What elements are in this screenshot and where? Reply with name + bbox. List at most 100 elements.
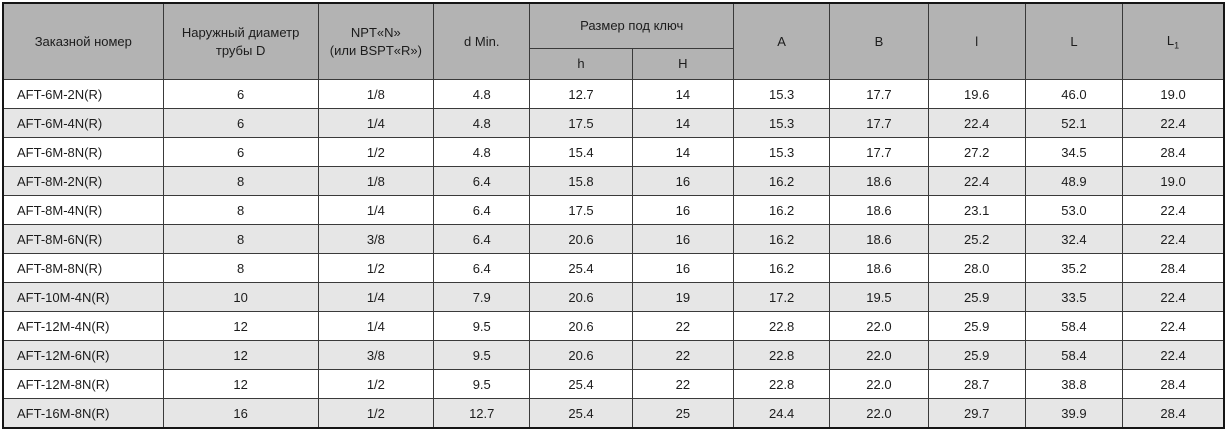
cell-value: 15.3 [733, 79, 831, 109]
cell-value: 33.5 [1024, 282, 1124, 312]
cell-order-number: AFT-12M-8N(R) [2, 369, 164, 399]
cell-value: 16.2 [733, 253, 831, 283]
cell-value: 12 [162, 311, 319, 341]
cell-value: 10 [162, 282, 319, 312]
cell-value: 52.1 [1024, 108, 1124, 138]
table-row: AFT-12M-6N(R) 12 3/8 9.5 20.6 22 22.8 22.0 25.9 5… [2, 340, 1225, 370]
cell-value: 1/2 [317, 398, 435, 429]
cell-value: 24.4 [733, 398, 831, 429]
cell-value: 4.8 [433, 108, 531, 138]
cell-value: 22 [631, 369, 735, 399]
cell-value: 8 [162, 224, 319, 254]
cell-value: 22.4 [1122, 282, 1225, 312]
cell-value: 15.3 [733, 137, 831, 167]
cell-value: 58.4 [1024, 311, 1124, 341]
header-npt-line2: (или BSPT«R») [329, 42, 422, 58]
cell-value: 20.6 [529, 340, 633, 370]
cell-value: 16.2 [733, 166, 831, 196]
cell-value: 14 [631, 79, 735, 109]
cell-order-number: AFT-8M-6N(R) [2, 224, 164, 254]
cell-value: 6.4 [433, 166, 531, 196]
cell-value: 34.5 [1024, 137, 1124, 167]
cell-value: 25 [631, 398, 735, 429]
cell-value: 1/2 [317, 253, 435, 283]
cell-value: 15.3 [733, 108, 831, 138]
cell-value: 28.0 [927, 253, 1026, 283]
cell-value: 16 [631, 253, 735, 283]
table-row: AFT-8M-4N(R) 8 1/4 6.4 17.5 16 16.2 18.6 23.1 53.… [2, 195, 1225, 225]
cell-value: 16.2 [733, 224, 831, 254]
cell-value: 1/2 [317, 369, 435, 399]
cell-value: 39.9 [1024, 398, 1124, 429]
cell-value: 19.0 [1122, 166, 1225, 196]
cell-value: 3/8 [317, 224, 435, 254]
header-outer-diameter: Наружный диаметр трубы D [162, 2, 319, 80]
cell-value: 17.5 [529, 108, 633, 138]
cell-order-number: AFT-8M-2N(R) [2, 166, 164, 196]
cell-value: 28.4 [1122, 398, 1225, 429]
cell-value: 14 [631, 108, 735, 138]
cell-value: 17.7 [829, 108, 929, 138]
cell-value: 25.4 [529, 398, 633, 429]
cell-value: 19.0 [1122, 79, 1225, 109]
cell-value: 22.4 [927, 166, 1026, 196]
cell-value: 14 [631, 137, 735, 167]
header-b: B [829, 2, 929, 80]
cell-value: 1/4 [317, 282, 435, 312]
cell-value: 18.6 [829, 224, 929, 254]
table-row: AFT-16M-8N(R) 16 1/2 12.7 25.4 25 24.4 22.0 29.7… [2, 398, 1225, 429]
header-wrench-size: Размер под ключ [529, 2, 735, 49]
header-h-small: h [529, 48, 633, 80]
cell-value: 28.4 [1122, 137, 1225, 167]
cell-order-number: AFT-12M-6N(R) [2, 340, 164, 370]
cell-value: 22.4 [1122, 340, 1225, 370]
table-header: Заказной номер Наружный диаметр трубы D … [2, 2, 1225, 80]
header-l1-sub: 1 [1174, 40, 1180, 51]
cell-value: 46.0 [1024, 79, 1124, 109]
cell-value: 7.9 [433, 282, 531, 312]
cell-value: 22.8 [733, 369, 831, 399]
table-row: AFT-8M-2N(R) 8 1/8 6.4 15.8 16 16.2 18.6 22.4 48.… [2, 166, 1225, 196]
cell-value: 16 [631, 166, 735, 196]
cell-value: 28.4 [1122, 369, 1225, 399]
cell-value: 32.4 [1024, 224, 1124, 254]
cell-value: 6 [162, 108, 319, 138]
cell-order-number: AFT-6M-8N(R) [2, 137, 164, 167]
cell-value: 22.4 [1122, 224, 1225, 254]
cell-value: 15.4 [529, 137, 633, 167]
header-d-min: d Min. [433, 2, 531, 80]
cell-value: 1/8 [317, 79, 435, 109]
cell-value: 4.8 [433, 79, 531, 109]
header-l-small: l [927, 2, 1026, 80]
cell-value: 22.4 [1122, 311, 1225, 341]
table-row: AFT-8M-8N(R) 8 1/2 6.4 25.4 16 16.2 18.6 28.0 35.… [2, 253, 1225, 283]
cell-value: 3/8 [317, 340, 435, 370]
cell-value: 25.4 [529, 253, 633, 283]
header-npt: NPT«N» (или BSPT«R») [317, 2, 435, 80]
cell-value: 25.9 [927, 340, 1026, 370]
cell-value: 8 [162, 195, 319, 225]
fitting-dimensions-table: Заказной номер Наружный диаметр трубы D … [2, 2, 1225, 429]
cell-value: 9.5 [433, 369, 531, 399]
cell-value: 4.8 [433, 137, 531, 167]
cell-value: 16.2 [733, 195, 831, 225]
cell-order-number: AFT-8M-4N(R) [2, 195, 164, 225]
cell-value: 22.4 [1122, 195, 1225, 225]
cell-value: 19.6 [927, 79, 1026, 109]
cell-value: 12 [162, 340, 319, 370]
cell-value: 8 [162, 166, 319, 196]
cell-order-number: AFT-16M-8N(R) [2, 398, 164, 429]
cell-value: 16 [631, 224, 735, 254]
table-row: AFT-6M-8N(R) 6 1/2 4.8 15.4 14 15.3 17.7 27.2 34.… [2, 137, 1225, 167]
table-row: AFT-6M-4N(R) 6 1/4 4.8 17.5 14 15.3 17.7 22.4 52.… [2, 108, 1225, 138]
cell-value: 22.0 [829, 340, 929, 370]
header-outer-diameter-line1: Наружный диаметр [181, 24, 300, 40]
cell-value: 48.9 [1024, 166, 1124, 196]
cell-value: 20.6 [529, 311, 633, 341]
cell-value: 19.5 [829, 282, 929, 312]
cell-value: 35.2 [1024, 253, 1124, 283]
cell-value: 1/4 [317, 311, 435, 341]
cell-value: 22.4 [1122, 108, 1225, 138]
table-body: AFT-6M-2N(R) 6 1/8 4.8 12.7 14 15.3 17.7 19.6 46.… [2, 79, 1225, 429]
